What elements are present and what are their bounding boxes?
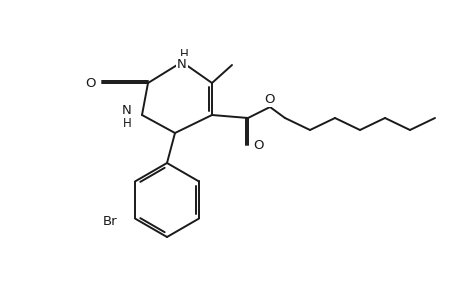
- Text: H: H: [123, 116, 132, 130]
- Text: N: N: [122, 103, 132, 116]
- Text: O: O: [85, 76, 96, 89]
- Text: O: O: [264, 92, 274, 106]
- Text: O: O: [252, 139, 263, 152]
- Text: Br: Br: [102, 215, 117, 228]
- Text: H: H: [179, 47, 188, 61]
- Text: N: N: [177, 58, 186, 70]
